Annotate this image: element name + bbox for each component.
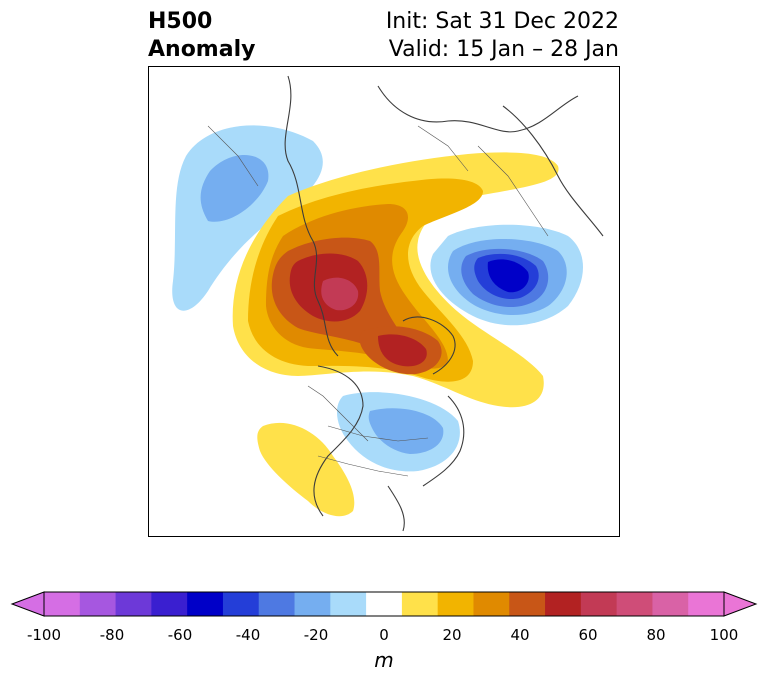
colorbar-tick-label: 60 [578,626,598,644]
colorbar-swatch [330,592,367,616]
colorbar-swatch [258,592,296,616]
colorbar-swatch [473,592,510,616]
negative-anomaly-siberia [430,224,583,326]
colorbar-tick-label: 100 [709,626,739,644]
colorbar-swatch [222,592,260,616]
colorbar-swatch [688,592,725,616]
valid-range: Valid: 15 Jan – 28 Jan [388,37,619,62]
colorbar-tick-label: 20 [442,626,462,644]
colorbar-swatch [294,592,331,616]
colorbar-swatch [652,592,689,616]
colorbar-arrow-low [10,591,45,617]
colorbar-swatch [79,592,117,616]
colorbar-arrow-high [723,591,758,617]
init-date: Init: Sat 31 Dec 2022 [385,9,619,34]
colorbar-swatch [616,592,653,616]
positive-anomaly-alaska-arctic [232,152,559,408]
colorbar-swatch [366,592,403,616]
colorbar-swatch [187,592,224,616]
colorbar-swatch [545,592,582,616]
colorbar-swatch [151,592,188,616]
colorbar-tick-label: 80 [646,626,666,644]
positive-anomaly-western-us [257,422,355,517]
anomaly-map [148,66,620,537]
title-right: Init: Sat 31 Dec 2022 Valid: 15 Jan – 28… [386,8,619,64]
colorbar-unit-label: m [374,648,394,672]
colorbar-tick-label: -60 [167,626,193,644]
positive-anomaly-greenland [359,326,442,375]
title-field: H500 [148,9,213,34]
country-borders [207,125,549,477]
colorbar-swatch [44,592,81,616]
title-field-type: Anomaly [148,37,256,62]
negative-anomaly-europe-atlantic [172,125,323,311]
colorbar [10,591,758,617]
title-left: H500 Anomaly [148,8,255,64]
colorbar-tick-label: 0 [379,626,389,644]
colorbar-swatch [580,592,618,616]
colorbar-swatch [509,592,546,616]
colorbar-swatch [437,592,474,616]
coastlines [284,75,604,532]
colorbar-tick-label: -80 [99,626,125,644]
colorbar-tick-label: 40 [510,626,530,644]
colorbar-tick-label: -20 [303,626,329,644]
colorbar-swatch [115,592,152,616]
negative-anomaly-eastern-north-america [336,392,460,472]
colorbar-swatch [401,592,439,616]
colorbar-tick-label: -40 [235,626,261,644]
colorbar-tick-label: -100 [26,626,62,644]
